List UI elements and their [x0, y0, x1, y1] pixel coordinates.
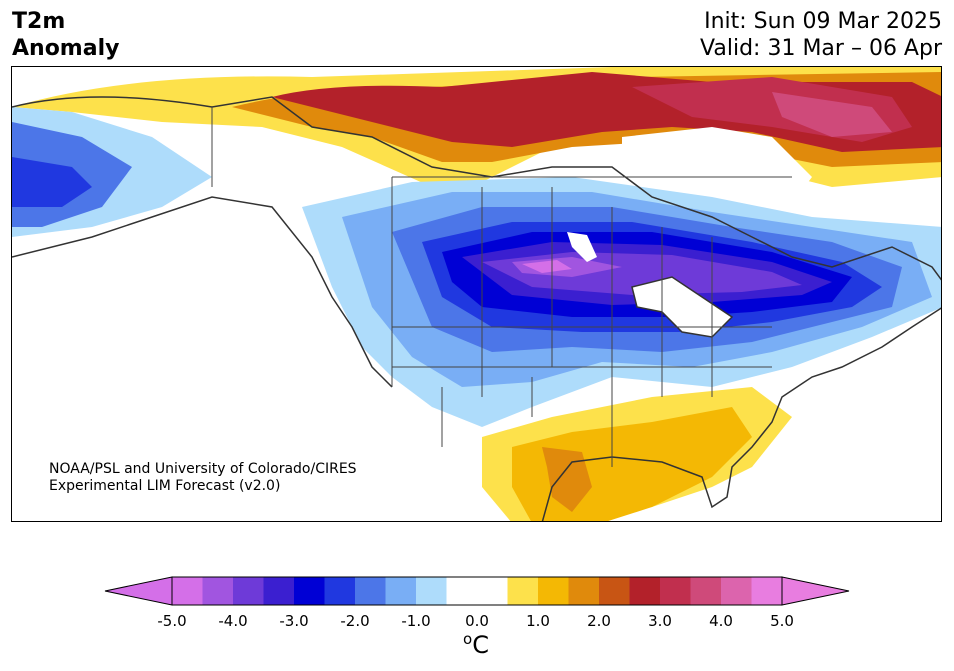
colorbar-segment: [202, 577, 234, 605]
date-block: Init: Sun 09 Mar 2025 Valid: 31 Mar – 06…: [700, 8, 942, 62]
colorbar-segment: [385, 577, 417, 605]
south-warm-orange: [542, 447, 592, 512]
credit-text: NOAA/PSL and University of Colorado/CIRE…: [49, 461, 357, 495]
units-degree: o: [463, 630, 473, 648]
title-line-1: T2m: [12, 9, 66, 34]
colorbar-segment: [721, 577, 752, 605]
credit-line-2: Experimental LIM Forecast (v2.0): [49, 478, 281, 494]
valid-range: Valid: 31 Mar – 06 Apr: [700, 36, 942, 61]
colorbar-segment: [446, 577, 478, 605]
colorbar-tick-label: 4.0: [709, 612, 733, 630]
colorbar-extend-max: [781, 576, 850, 606]
colorbar-segment: [507, 577, 539, 605]
colorbar-tick-label: -2.0: [340, 612, 370, 630]
colorbar-tick-label: -4.0: [218, 612, 248, 630]
units-letter: C: [472, 631, 489, 659]
arctic-warm-pink: [772, 92, 892, 137]
cold-core: [522, 260, 572, 273]
colorbar-segment: [416, 577, 447, 605]
colorbar-segment: [538, 577, 569, 605]
colorbar-segment: [355, 577, 386, 605]
colorbar-segment: [294, 577, 325, 605]
hudson-patch: [567, 232, 597, 262]
colorbar-segment: [568, 577, 600, 605]
colorbar-segment: [629, 577, 661, 605]
alaska-cool-deep: [12, 157, 92, 207]
colorbar-tick-label: 0.0: [465, 612, 489, 630]
colorbar-segment: [477, 577, 508, 605]
colorbar-tick-label: -5.0: [157, 612, 187, 630]
colorbar-segment: [690, 577, 722, 605]
colorbar-tick-label: 2.0: [587, 612, 611, 630]
colorbar-segment: [233, 577, 264, 605]
colorbar-tick-label: -1.0: [401, 612, 431, 630]
colorbar-tick-label: 5.0: [770, 612, 794, 630]
colorbar-segment: [660, 577, 691, 605]
coastline: [12, 96, 941, 521]
colorbar-tick-label: 3.0: [648, 612, 672, 630]
colorbar: [104, 576, 850, 606]
colorbar-segment: [172, 577, 203, 605]
title-line-2: Anomaly: [12, 36, 120, 61]
colorbar-segment: [263, 577, 295, 605]
borders: [211, 107, 792, 467]
colorbar-units: oC: [463, 630, 489, 659]
anomaly-map: [11, 66, 942, 522]
colorbar-frame: [171, 576, 783, 606]
colorbar-tick-label: 1.0: [526, 612, 550, 630]
colorbar-segment: [599, 577, 630, 605]
map-canvas: [12, 67, 941, 521]
colorbar-tick-label: -3.0: [279, 612, 309, 630]
title-block: T2m Anomaly: [12, 8, 119, 62]
colorbar-extend-min: [104, 576, 173, 606]
credit-line-1: NOAA/PSL and University of Colorado/CIRE…: [49, 461, 357, 477]
colorbar-segment: [324, 577, 356, 605]
init-date: Init: Sun 09 Mar 2025: [704, 9, 942, 34]
colorbar-segment: [751, 577, 783, 605]
